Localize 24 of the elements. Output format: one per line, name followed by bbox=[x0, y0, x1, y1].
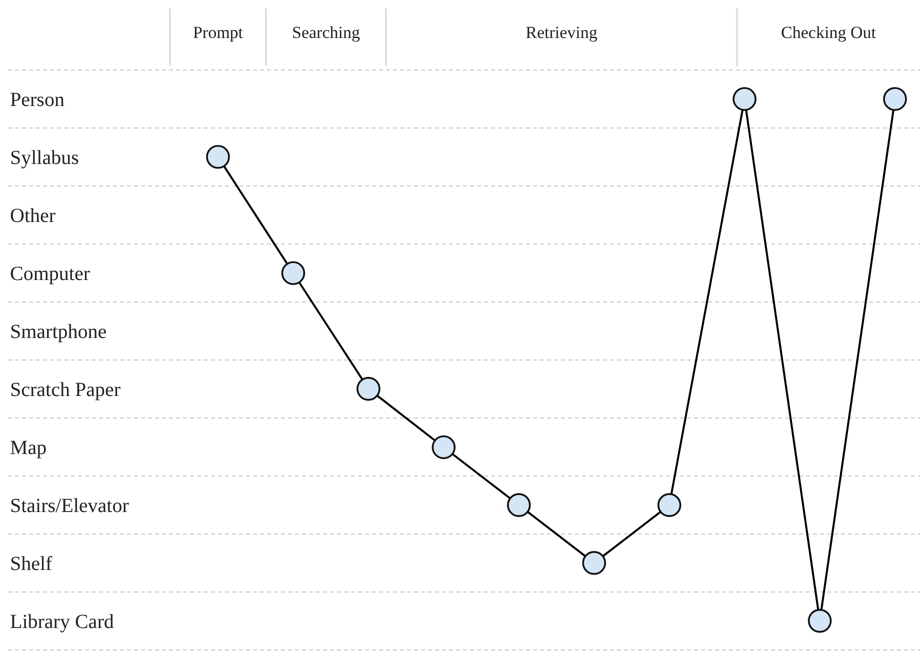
text: Prompt bbox=[192, 22, 244, 42]
text: Retrieving bbox=[526, 22, 598, 42]
point bbox=[582, 551, 606, 575]
text: Checking Out bbox=[781, 22, 876, 42]
text: Shelf bbox=[10, 553, 53, 575]
point bbox=[206, 144, 230, 169]
text: Stairs/Elevator bbox=[10, 495, 130, 517]
point bbox=[432, 435, 456, 460]
text: Computer bbox=[10, 263, 90, 285]
point bbox=[883, 87, 907, 111]
text: Map bbox=[10, 437, 47, 459]
point bbox=[281, 261, 306, 286]
point bbox=[808, 608, 832, 633]
point bbox=[657, 493, 682, 517]
text: Library Card bbox=[10, 611, 114, 633]
point bbox=[506, 493, 531, 517]
text: Person bbox=[10, 89, 64, 111]
point bbox=[356, 376, 380, 401]
text: Searching bbox=[292, 22, 360, 42]
point bbox=[732, 87, 756, 111]
text: Syllabus bbox=[10, 147, 80, 169]
text: Other bbox=[10, 205, 56, 227]
text: Scratch Paper bbox=[10, 379, 121, 401]
text: Smartphone bbox=[10, 321, 107, 343]
